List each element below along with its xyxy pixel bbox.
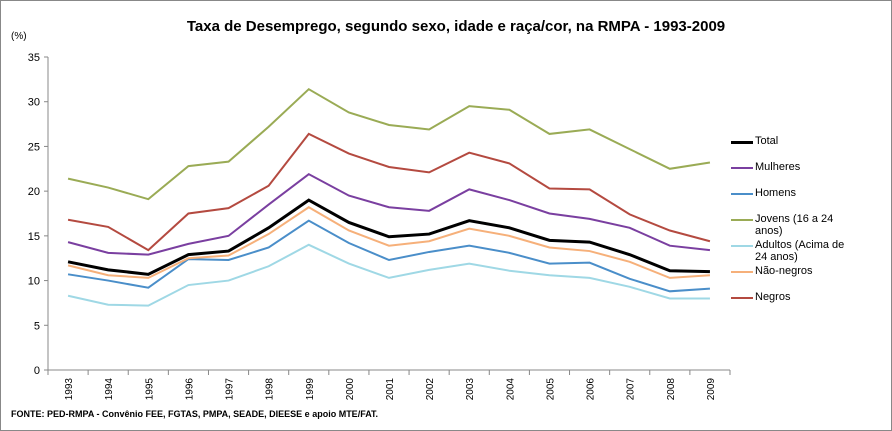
x-tick-label: 1993 <box>64 378 75 401</box>
legend: Total Mulheres Homens Jovens (16 a 24 anos)… <box>731 135 861 317</box>
legend-label: Jovens (16 a 24 anos) <box>755 213 834 237</box>
x-tick-label: 2006 <box>586 378 597 401</box>
x-tick-label: 1996 <box>184 378 195 401</box>
legend-label: Homens <box>755 187 796 199</box>
legend-item: Homens <box>731 187 861 213</box>
legend-label: Negros <box>755 291 791 303</box>
x-tick-label: 1999 <box>305 378 316 401</box>
legend-item: Adultos (Acima de 24 anos) <box>731 239 861 265</box>
legend-swatch <box>731 271 753 273</box>
legend-label: Não-negros <box>755 265 813 277</box>
series-line <box>67 219 711 293</box>
y-tick-label: 15 <box>28 231 40 243</box>
legend-swatch <box>731 141 753 144</box>
source-note: FONTE: PED-RMPA - Convênio FEE, FGTAS, P… <box>11 409 379 419</box>
y-tick-label: 0 <box>34 365 40 377</box>
legend-item: Negros <box>731 291 861 317</box>
y-tick-label: 25 <box>28 141 40 153</box>
x-tick-label: 1994 <box>104 378 115 401</box>
series-line <box>67 132 711 252</box>
legend-swatch <box>731 193 753 195</box>
x-tick-label: 2007 <box>626 378 637 401</box>
x-tick-label: 2008 <box>666 378 677 401</box>
legend-swatch <box>731 245 753 247</box>
x-tick-label: 2004 <box>505 378 516 401</box>
y-tick-label: 5 <box>34 320 40 332</box>
x-tick-label: 1998 <box>265 378 276 401</box>
legend-swatch <box>731 297 753 299</box>
legend-item: Total <box>731 135 861 161</box>
x-tick-label: 2009 <box>706 378 717 401</box>
y-tick-label: 35 <box>28 52 40 64</box>
series-line <box>67 198 710 276</box>
x-tick-label: 2001 <box>385 378 396 401</box>
x-tick-label: 2002 <box>425 378 436 401</box>
x-tick-label: 2003 <box>465 378 476 401</box>
legend-item: Jovens (16 a 24 anos) <box>731 213 861 239</box>
series-line <box>67 87 711 201</box>
x-tick-label: 1995 <box>144 378 155 401</box>
x-tick-label: 1997 <box>225 378 236 401</box>
legend-item: Mulheres <box>731 161 861 187</box>
y-axis-label: (%) <box>11 31 27 42</box>
x-tick-label: 2000 <box>345 378 356 401</box>
series-line <box>67 172 711 256</box>
legend-label: Total <box>755 135 779 147</box>
legend-swatch <box>731 167 753 169</box>
legend-label: Mulheres <box>755 161 801 173</box>
series-line <box>67 243 710 307</box>
legend-label: Adultos (Acima de 24 anos) <box>755 239 845 263</box>
legend-swatch <box>731 219 753 221</box>
chart-title: Taxa de Desemprego, segundo sexo, idade … <box>187 18 725 35</box>
y-tick-label: 20 <box>28 186 40 198</box>
legend-item: Não-negros <box>731 265 861 291</box>
series-line <box>67 206 711 279</box>
y-tick-label: 10 <box>28 276 40 288</box>
y-tick-label: 30 <box>28 97 40 109</box>
x-tick-label: 2005 <box>545 378 556 401</box>
